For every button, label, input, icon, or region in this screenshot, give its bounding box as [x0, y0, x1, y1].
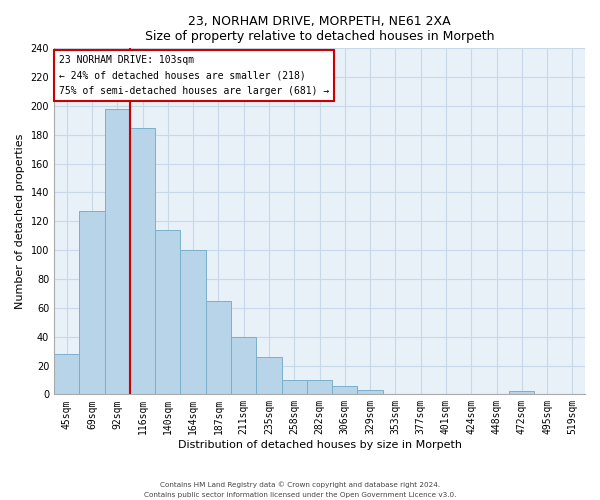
Bar — [206, 300, 231, 394]
Text: Contains HM Land Registry data © Crown copyright and database right 2024.
Contai: Contains HM Land Registry data © Crown c… — [144, 482, 456, 498]
Bar — [231, 336, 256, 394]
Bar — [307, 380, 332, 394]
Title: 23, NORHAM DRIVE, MORPETH, NE61 2XA
Size of property relative to detached houses: 23, NORHAM DRIVE, MORPETH, NE61 2XA Size… — [145, 15, 494, 43]
Bar — [79, 211, 104, 394]
Bar — [332, 386, 358, 394]
Y-axis label: Number of detached properties: Number of detached properties — [15, 134, 25, 309]
Bar — [181, 250, 206, 394]
Bar — [281, 380, 307, 394]
Bar — [130, 128, 155, 394]
Bar — [509, 392, 535, 394]
X-axis label: Distribution of detached houses by size in Morpeth: Distribution of detached houses by size … — [178, 440, 461, 450]
Bar — [54, 354, 79, 395]
Text: 23 NORHAM DRIVE: 103sqm
← 24% of detached houses are smaller (218)
75% of semi-d: 23 NORHAM DRIVE: 103sqm ← 24% of detache… — [59, 56, 329, 96]
Bar — [155, 230, 181, 394]
Bar — [358, 390, 383, 394]
Bar — [104, 109, 130, 395]
Bar — [256, 357, 281, 395]
